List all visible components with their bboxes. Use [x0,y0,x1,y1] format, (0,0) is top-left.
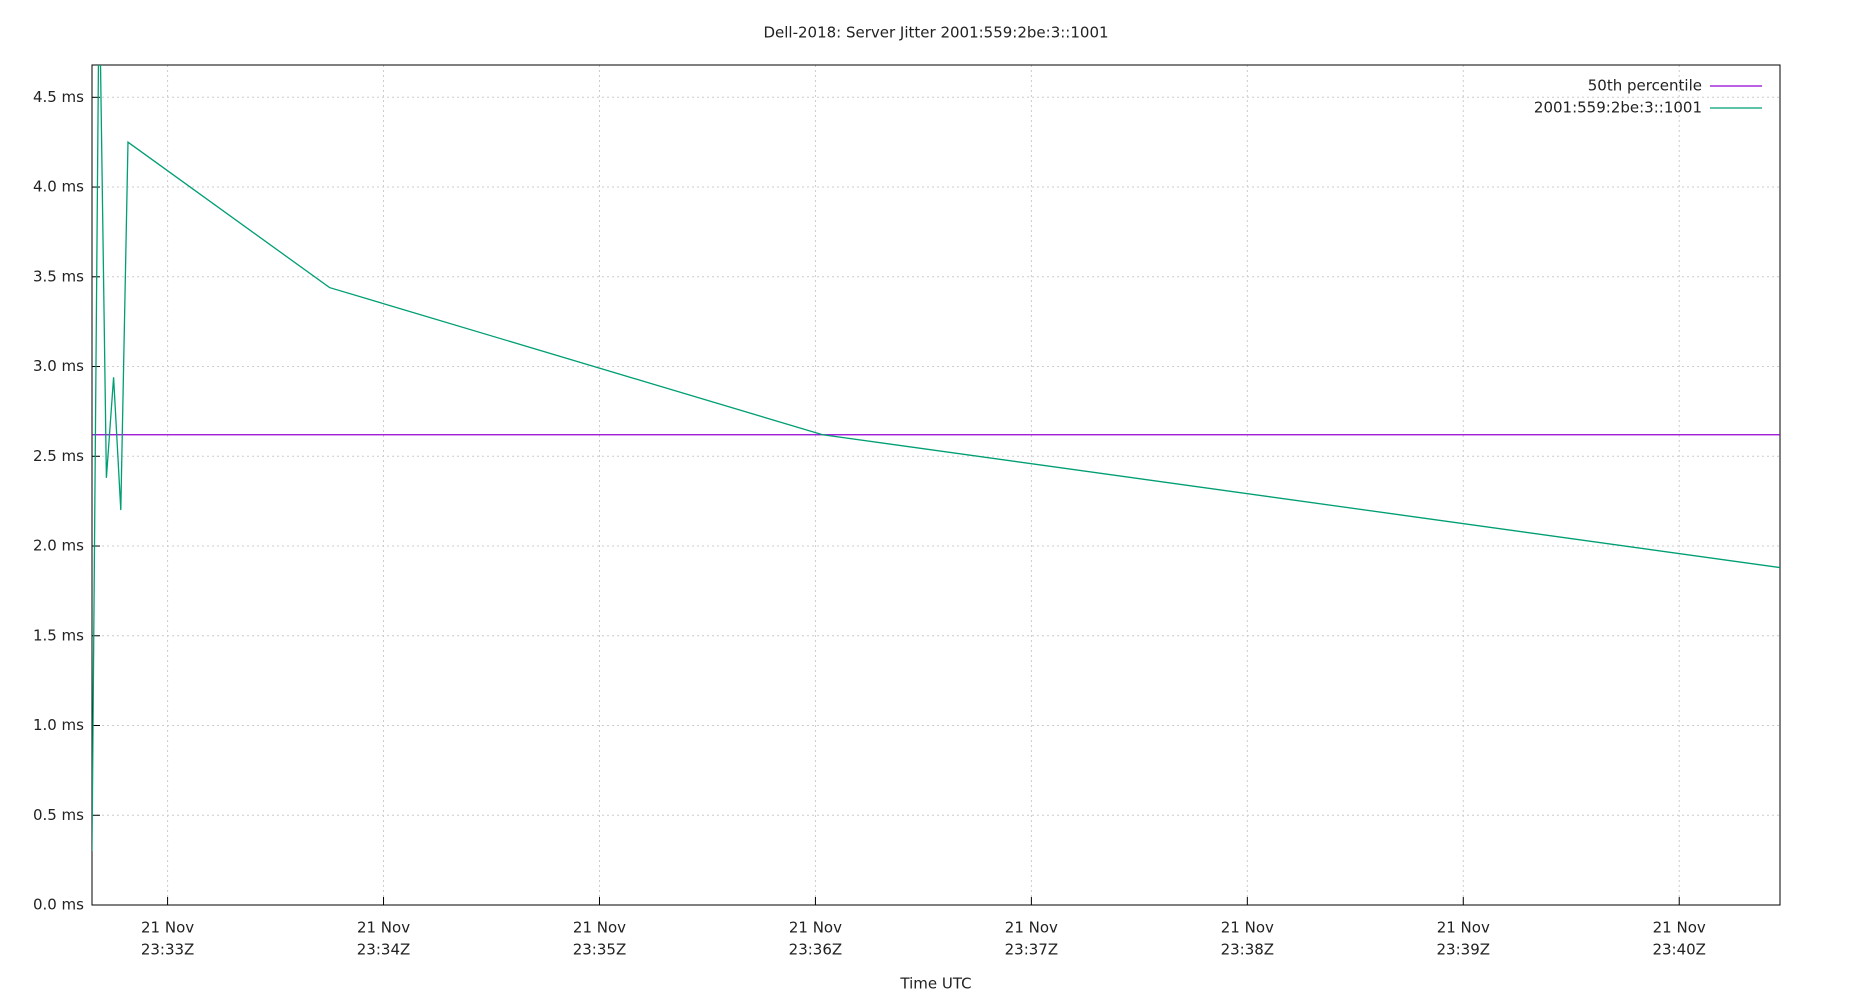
x-tick-label: 23:39Z [1437,941,1491,959]
x-tick-label: 23:35Z [573,941,627,959]
x-tick-label: 21 Nov [1653,919,1706,937]
x-tick-label: 23:34Z [357,941,411,959]
y-tick-label: 2.0 ms [33,537,84,555]
x-tick-label: 21 Nov [141,919,194,937]
y-tick-label: 1.5 ms [33,626,84,644]
chart-title: Dell-2018: Server Jitter 2001:559:2be:3:… [763,24,1108,42]
y-tick-label: 0.0 ms [33,896,84,914]
x-tick-label: 21 Nov [357,919,410,937]
y-tick-label: 4.0 ms [33,178,84,196]
series-group [92,65,1780,852]
x-tick-label: 23:36Z [789,941,843,959]
x-tick-label: 21 Nov [1221,919,1274,937]
x-tick-label: 23:40Z [1652,941,1706,959]
x-tick-label: 21 Nov [789,919,842,937]
y-tick-label: 1.0 ms [33,716,84,734]
x-tick-label: 23:37Z [1005,941,1059,959]
y-tick-label: 0.5 ms [33,806,84,824]
y-tick-label: 3.5 ms [33,267,84,285]
legend-label: 2001:559:2be:3::1001 [1534,99,1702,117]
x-tick-label: 23:38Z [1221,941,1275,959]
x-tick-label: 21 Nov [573,919,626,937]
x-tick-label: 21 Nov [1005,919,1058,937]
y-tick-label: 2.5 ms [33,447,84,465]
y-tick-label: 4.5 ms [33,88,84,106]
x-axis-label: Time UTC [899,975,971,993]
legend-label: 50th percentile [1588,77,1702,95]
x-tick-label: 21 Nov [1437,919,1490,937]
y-tick-label: 3.0 ms [33,357,84,375]
x-tick-label: 23:33Z [141,941,195,959]
series-line [92,65,1780,852]
plot-frame [91,64,1781,906]
